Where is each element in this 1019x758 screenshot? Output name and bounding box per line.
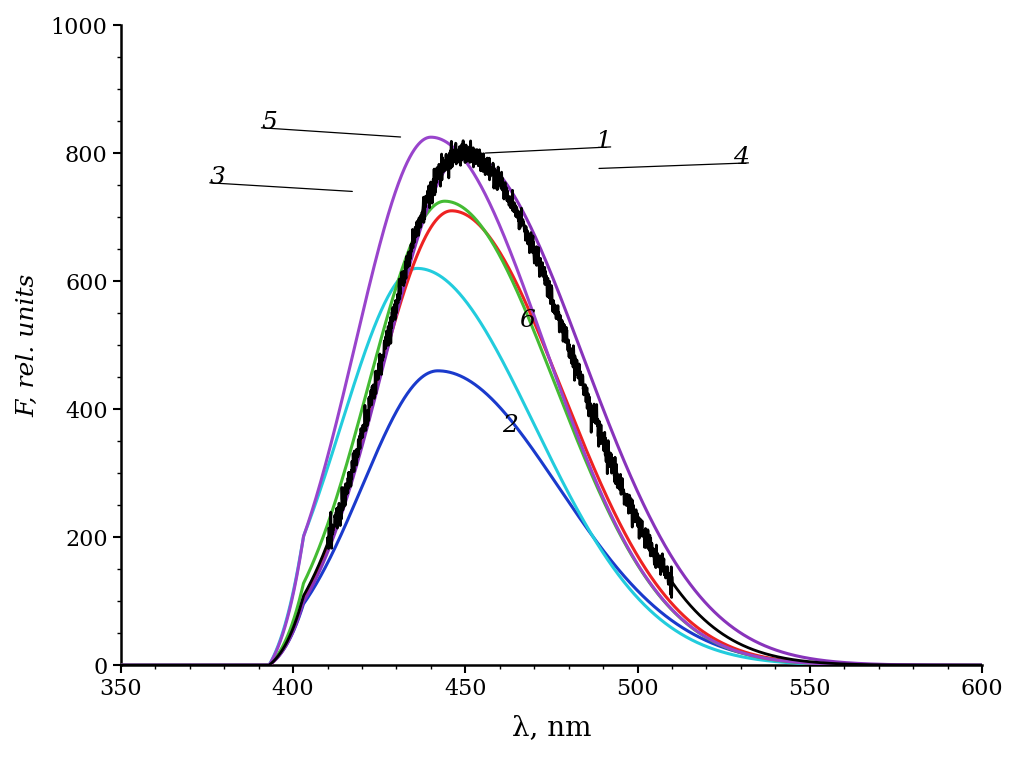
Text: 2: 2 <box>501 414 518 437</box>
Y-axis label: F, rel. units: F, rel. units <box>16 274 40 417</box>
Text: 5: 5 <box>261 111 276 134</box>
X-axis label: λ, nm: λ, nm <box>512 714 591 741</box>
Text: 1: 1 <box>594 130 610 153</box>
Text: 6: 6 <box>519 309 535 333</box>
Text: 3: 3 <box>209 166 225 189</box>
Text: 4: 4 <box>733 146 748 169</box>
